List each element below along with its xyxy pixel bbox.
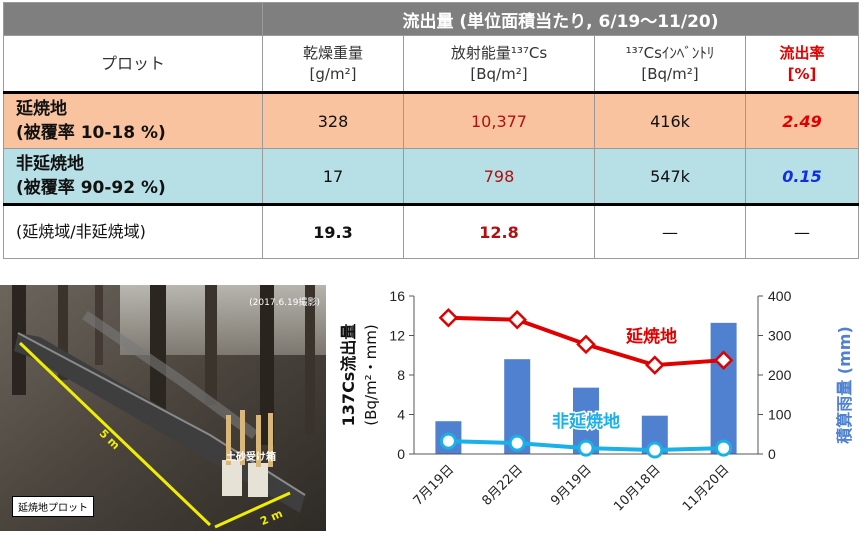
sediment-box-label: 土砂受け箱 [226,452,276,463]
row-label: (延焼域/非延焼域) [3,204,263,259]
row-name: 延焼地 [16,99,67,119]
left-tick-label: 16 [389,288,405,304]
burned-point [438,307,459,328]
x-tick-label: 7月19日 [411,462,458,509]
unburned-point [508,434,526,452]
left-axis-unit: (Bq/m²・mm) [362,324,380,425]
outflow-table: 流出量 (単位面積当たり, 6/19～11/20) プロット 乾燥重量 [g/m… [3,2,859,259]
cell-dry-weight: 19.3 [262,204,404,259]
cell-inventory: 547k [594,148,746,206]
forest-slope-image [0,285,326,531]
left-tick-label: 4 [397,407,405,423]
left-axis-title: 137Cs流出量 [339,324,358,427]
col-header-radioactivity: 放射能量¹³⁷Cs [Bq/m²] [403,35,595,94]
photo-caption: 延焼地プロット [12,496,94,517]
table-header-blank [3,2,263,36]
right-tick-label: 200 [768,367,792,383]
burned-point [507,309,527,330]
cell-outflow-rate: — [745,204,859,259]
right-tick-label: 100 [768,407,792,423]
col-header-line1: 乾燥重量 [302,43,363,62]
col-header-line2: [%] [787,64,817,83]
left-tick-label: 12 [389,328,405,344]
x-tick-label: 9月19日 [548,462,595,509]
cell-inventory: 416k [594,92,746,149]
row-sub: (被覆率 90-92 %) [16,178,166,198]
unburned-point [715,439,733,457]
cell-dry-weight: 17 [262,148,404,206]
right-axis-title: 積算雨量 (mm) [835,326,854,445]
right-tick-label: 0 [768,446,776,462]
col-header-line2: [Bq/m²] [470,64,528,83]
col-header-outflow-rate: 流出率 [%] [745,35,859,94]
x-tick-label: 8月22日 [479,462,526,509]
x-tick-label: 11月20日 [680,462,732,514]
photo-date: (2017.6.19撮影) [249,298,320,308]
plot-photo: (2017.6.19撮影) 土砂受け箱 5 m 2 m 延焼地プロット [0,285,326,531]
unburned-point [439,432,457,450]
left-tick-label: 8 [397,367,405,383]
cell-dry-weight: 328 [262,92,404,149]
cell-radioactivity: 10,377 [403,92,595,149]
right-tick-label: 300 [768,328,792,344]
row-label: 延焼地 (被覆率 10-18 %) [3,92,263,149]
row-label: 非延焼地 (被覆率 90-92 %) [3,148,263,206]
col-header-line2: [Bq/m²] [641,64,699,83]
cell-radioactivity: 12.8 [403,204,595,259]
unburned-series-label: 非延焼地 [552,411,620,432]
right-tick-label: 400 [768,288,792,304]
burned-point [645,355,665,375]
row-sub: (被覆率 10-18 %) [16,123,166,143]
chart-canvas: 0 4 8 12 16 0 100 200 300 400 7月19日 8月22日 9月19日 10月18… [339,288,854,515]
x-tick-label: 10月18日 [611,462,663,514]
table-row-burned: 延焼地 (被覆率 10-18 %) 328 10,377 416k 2.49 [3,92,859,149]
plot-header: プロット [3,35,263,94]
table-row-ratio: (延焼域/非延焼域) 19.3 12.8 — — [3,204,859,259]
outflow-chart: 0 4 8 12 16 0 100 200 300 400 7月19日 8月22日 9月19日 10月18… [326,278,863,534]
burned-series-label: 延焼地 [625,326,677,347]
col-header-line2: [g/m²] [309,64,357,83]
table-row-unburned: 非延焼地 (被覆率 90-92 %) 17 798 547k 0.15 [3,148,859,206]
burned-point [576,334,596,355]
col-header-inventory: ¹³⁷Csｲﾝﾍﾞﾝﾄﾘ [Bq/m²] [594,35,746,94]
row-name: (延焼域/非延焼域) [16,222,146,241]
unburned-point [646,441,664,459]
col-header-line1: 放射能量¹³⁷Cs [450,43,548,62]
table-band-title: 流出量 (単位面積当たり, 6/19～11/20) [262,2,859,36]
unburned-point [577,439,595,457]
col-header-line1: ¹³⁷Csｲﾝﾍﾞﾝﾄﾘ [625,43,715,62]
left-tick-label: 0 [397,446,405,462]
row-name: 非延焼地 [16,154,84,174]
cell-outflow-rate: 2.49 [745,92,859,149]
col-header-line1: 流出率 [779,43,825,62]
cell-radioactivity: 798 [403,148,595,206]
col-header-dry-weight: 乾燥重量 [g/m²] [262,35,404,94]
burned-point [713,350,734,370]
cell-outflow-rate: 0.15 [745,148,859,206]
cell-inventory: — [594,204,746,259]
rainfall-bar [710,322,737,454]
